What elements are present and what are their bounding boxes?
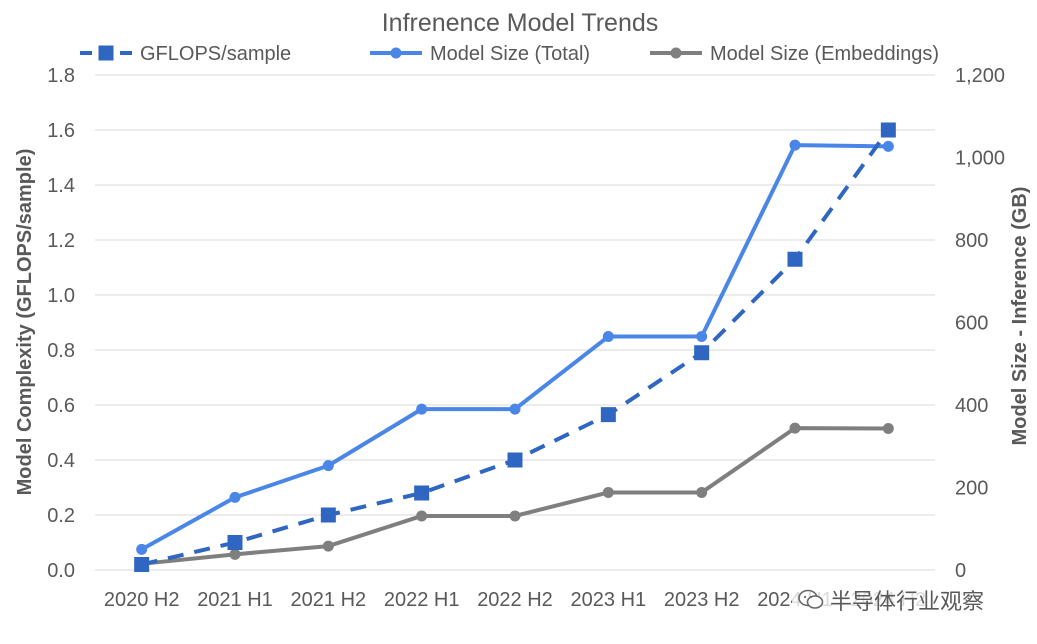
right-tick-label: 1,200 [955,65,1005,87]
data-point [600,407,616,423]
watermark: 半导体行业观察 [792,582,991,618]
series-line [141,426,889,566]
legend-marker [670,47,682,59]
data-point [789,139,801,151]
legend-label: GFLOPS/sample [140,43,291,65]
data-point [602,331,614,343]
x-tick-label: 2022 H2 [477,589,553,611]
left-tick-label: 1.8 [47,65,75,87]
right-tick-label: 0 [955,560,966,582]
x-tick-label: 2020 H2 [104,589,180,611]
right-tick-label: 200 [955,478,988,500]
x-tick-label: 2023 H2 [664,589,740,611]
data-point [696,486,708,498]
left-axis-label: Model Complexity (GFLOPS/sample) [14,149,36,496]
series-model-size-embeddings [136,422,894,570]
left-tick-label: 1.6 [47,120,75,142]
data-point [882,140,894,152]
data-point [787,251,803,267]
data-point [789,422,801,434]
data-point [320,507,336,523]
x-tick-label: 2021 H1 [197,589,273,611]
series-line [141,128,890,567]
data-point [602,486,614,498]
left-tick-label: 0.8 [47,340,75,362]
wechat-icon [798,589,824,609]
data-point [416,510,428,522]
series-line [140,143,889,552]
watermark-text: 半导体行业观察 [830,590,985,615]
left-axis: 0.0 0.2 0.4 0.6 0.8 1.0 1.2 1.4 1.6 1.8 [47,65,75,582]
data-point [507,452,523,468]
data-point [322,460,334,472]
series-layer [134,122,896,572]
grid-layer [95,74,935,571]
right-tick-label: 800 [955,230,988,252]
legend-label: Model Size (Embeddings) [710,43,939,65]
data-point [509,403,521,415]
left-tick-label: 1.2 [47,230,75,252]
left-tick-label: 0.0 [47,560,75,582]
legend-item: GFLOPS/sample [80,43,291,65]
series-model-size-total [136,139,894,555]
data-point [229,548,241,560]
legend-marker [98,45,114,61]
left-tick-label: 1.0 [47,285,75,307]
data-point [414,485,430,501]
right-tick-label: 1,000 [955,148,1005,170]
legend-marker [390,47,402,59]
data-point [227,535,243,550]
left-tick-label: 0.4 [47,450,75,472]
left-tick-label: 1.4 [47,175,75,197]
data-point [229,491,241,503]
legend-item: Model Size (Total) [370,43,590,65]
legend: GFLOPS/sample Model Size (Total) Model Siz… [80,43,939,65]
right-axis-label: Model Size - Inference (GB) [1009,187,1031,446]
data-point [509,510,521,522]
data-point [880,122,896,138]
right-tick-label: 400 [955,395,988,417]
data-point [322,540,334,552]
right-tick-label: 600 [955,313,988,335]
data-point [134,557,150,572]
series-gflops-sample [134,122,896,572]
data-point [694,345,710,361]
data-point [696,331,708,343]
data-point [136,543,148,555]
data-point [416,403,428,415]
x-tick-label: 2021 H2 [291,589,367,611]
x-tick-label: 2022 H1 [384,589,460,611]
x-tick-label: 2023 H1 [571,589,647,611]
left-tick-label: 0.6 [47,395,75,417]
right-axis: 0 200 400 600 800 1,000 1,200 [955,65,1005,582]
data-point [882,423,894,435]
legend-item: Model Size (Embeddings) [650,43,939,65]
legend-label: Model Size (Total) [430,43,590,65]
chart-title: Infrenence Model Trends [382,9,659,37]
left-tick-label: 0.2 [47,505,75,527]
